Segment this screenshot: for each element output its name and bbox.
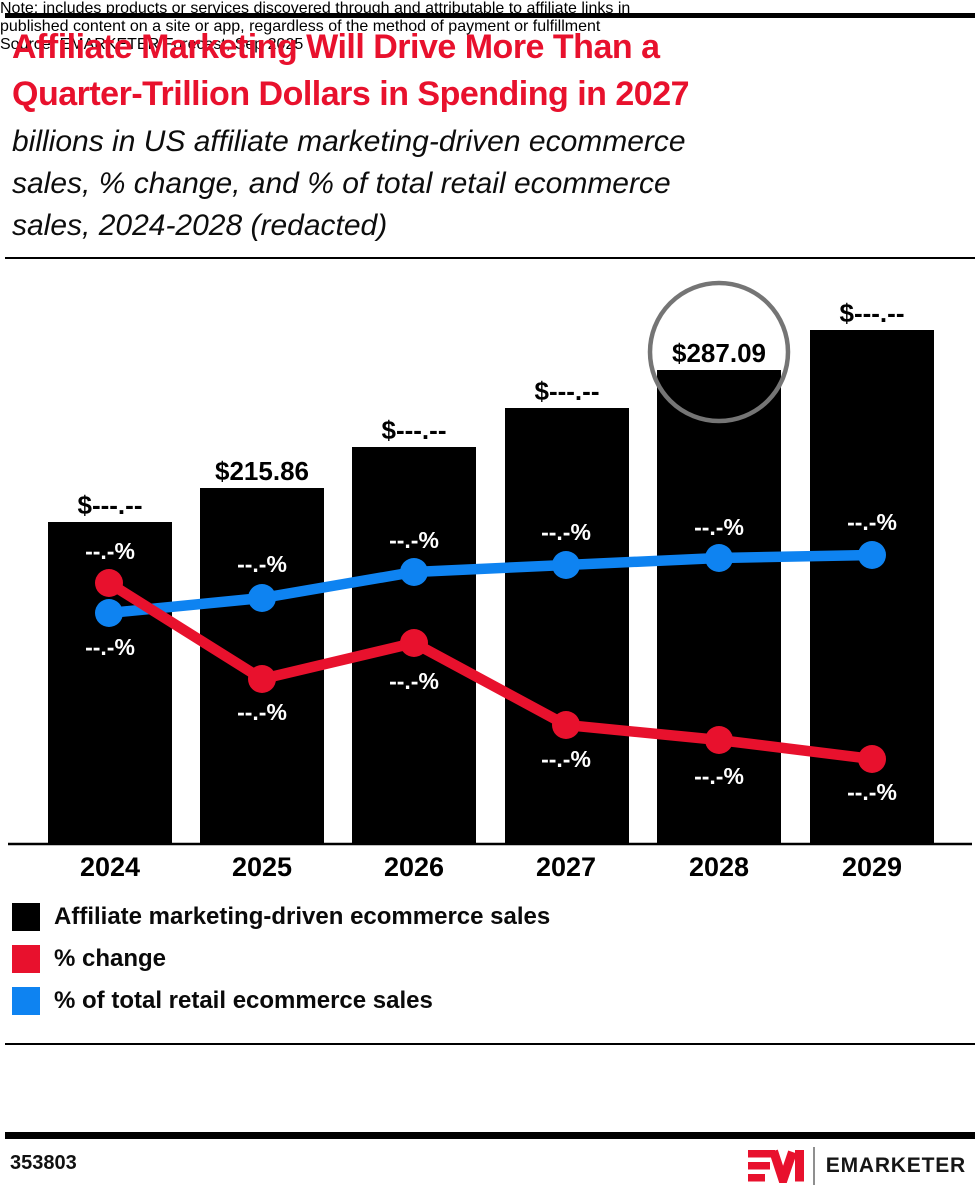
footnote-divider bbox=[5, 1043, 975, 1045]
chart-subtitle: billions in US affiliate marketing-drive… bbox=[12, 121, 686, 247]
page-title-line-2: Quarter-Trillion Dollars in Spending in … bbox=[12, 75, 690, 113]
legend-label-pct-change: % change bbox=[54, 945, 167, 972]
red-label-2029: --.-% bbox=[847, 779, 897, 805]
legend-item-bars: Affiliate marketing-driven ecommerce sal… bbox=[12, 903, 550, 931]
red-label-2027: --.-% bbox=[541, 746, 591, 772]
red-point-2028 bbox=[705, 726, 733, 754]
blue-label-2027: --.-% bbox=[541, 519, 591, 545]
legend-swatch-blue bbox=[12, 987, 40, 1015]
blue-point-2025 bbox=[248, 584, 276, 612]
blue-label-2029: --.-% bbox=[847, 509, 897, 535]
legend-item-pct-change: % change bbox=[12, 945, 550, 973]
bar-2027 bbox=[505, 408, 629, 844]
blue-point-2029 bbox=[858, 541, 886, 569]
bar-label-2026: $---.-- bbox=[382, 415, 447, 445]
legend-label-pct-of-total: % of total retail ecommerce sales bbox=[54, 987, 433, 1014]
legend: Affiliate marketing-driven ecommerce sal… bbox=[12, 903, 550, 1029]
bar-2028 bbox=[657, 370, 781, 844]
bar-label-2027: $---.-- bbox=[535, 376, 600, 406]
page-title-line-1: Affiliate Marketing Will Drive More Than… bbox=[12, 28, 660, 66]
line-pct-of-total-retail bbox=[108, 549, 873, 619]
red-label-2025: --.-% bbox=[237, 699, 287, 725]
red-point-2027 bbox=[552, 711, 580, 739]
footer-bar bbox=[5, 1132, 975, 1139]
red-point-2029 bbox=[858, 745, 886, 773]
blue-point-2028 bbox=[705, 544, 733, 572]
x-tick-2024: 2024 bbox=[80, 852, 140, 882]
x-tick-2029: 2029 bbox=[842, 852, 902, 882]
red-point-2025 bbox=[248, 665, 276, 693]
bar-label-2024: $---.-- bbox=[78, 490, 143, 520]
line-pct-change bbox=[106, 578, 873, 765]
blue-label-2028: --.-% bbox=[694, 514, 744, 540]
top-rule bbox=[5, 13, 975, 18]
blue-label-2025: --.-% bbox=[237, 551, 287, 577]
chart-subtitle-line-1: billions in US affiliate marketing-drive… bbox=[12, 125, 686, 158]
blue-point-2026 bbox=[400, 558, 428, 586]
brand-name: EMARKETER bbox=[825, 1154, 966, 1177]
chart-subtitle-line-2: sales, % change, and % of total retail e… bbox=[12, 167, 671, 200]
bar-label-2028: $287.09 bbox=[672, 338, 766, 368]
footnote-line-2: published content on a site or app, rega… bbox=[0, 18, 601, 35]
x-tick-2028: 2028 bbox=[689, 852, 749, 882]
red-label-2026: --.-% bbox=[389, 668, 439, 694]
chart-id: 353803 bbox=[10, 1152, 77, 1174]
legend-swatch-black bbox=[12, 903, 40, 931]
x-tick-2027: 2027 bbox=[536, 852, 596, 882]
combo-chart: $---.-- $215.86 $---.-- $---.-- $287.09 … bbox=[8, 280, 972, 882]
source-line: Source: EMARKETER Forecast, Sep 2025 bbox=[0, 36, 304, 53]
x-tick-2026: 2026 bbox=[384, 852, 444, 882]
chart-subtitle-line-3: sales, 2024-2028 (redacted) bbox=[12, 209, 388, 242]
highlight-circle-2028 bbox=[647, 280, 791, 424]
emarketer-logo-icon bbox=[747, 1149, 804, 1183]
red-label-2024: --.-% bbox=[85, 538, 135, 564]
bar-label-2029: $---.-- bbox=[840, 298, 905, 328]
blue-point-2027 bbox=[552, 551, 580, 579]
blue-label-2024: --.-% bbox=[85, 634, 135, 660]
footnote-line-1: Note: includes products or services disc… bbox=[0, 0, 631, 17]
legend-label-bars: Affiliate marketing-driven ecommerce sal… bbox=[54, 903, 551, 930]
blue-point-2024 bbox=[95, 599, 123, 627]
red-point-2024 bbox=[95, 569, 123, 597]
brand-lockup: EMARKETER bbox=[747, 1146, 966, 1186]
bar-label-2025: $215.86 bbox=[215, 456, 309, 486]
red-point-2026 bbox=[400, 629, 428, 657]
brand-divider bbox=[812, 1147, 815, 1185]
x-tick-2025: 2025 bbox=[232, 852, 292, 882]
red-label-2028: --.-% bbox=[694, 763, 744, 789]
legend-item-pct-of-total: % of total retail ecommerce sales bbox=[12, 987, 550, 1015]
page-title: Affiliate Marketing Will Drive More Than… bbox=[12, 24, 690, 118]
blue-label-2026: --.-% bbox=[389, 527, 439, 553]
legend-swatch-red bbox=[12, 945, 40, 973]
header-divider bbox=[5, 257, 975, 259]
